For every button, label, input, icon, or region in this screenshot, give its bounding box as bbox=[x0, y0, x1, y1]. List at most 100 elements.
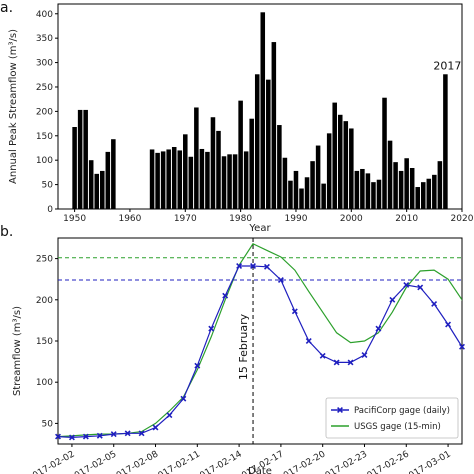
x-tick-label-2017-02-05: 2017-02-05 bbox=[68, 449, 118, 474]
panel-a-y-ticks: 0 50 100 150 200 250 300 350 400 bbox=[36, 10, 58, 215]
x-tick-label-2017-02-26: 2017-02-26 bbox=[361, 449, 412, 474]
y-tick-label-100: 100 bbox=[36, 156, 53, 166]
y-tick-label-50: 50 bbox=[42, 181, 54, 191]
panel-a-ylabel: Annual Peak Streamflow (m³/s) bbox=[8, 29, 19, 184]
marker-stroke-b bbox=[431, 300, 438, 307]
panel-b-y-ticks: 50 100 150 200 250 bbox=[36, 255, 58, 429]
bar-1951 bbox=[77, 109, 83, 209]
panel-a-x-ticks: 1950 1960 1970 1980 1990 2000 2010 2020 bbox=[63, 209, 474, 224]
marker-stroke-b bbox=[180, 395, 187, 402]
series-0-point-11 bbox=[208, 325, 215, 332]
panel-b-ylabel: Streamflow (m³/s) bbox=[12, 306, 23, 396]
bar-1965 bbox=[155, 152, 160, 209]
marker-stroke-b bbox=[263, 263, 270, 270]
legend-entry-0: PacifiCorp gage (daily) bbox=[331, 406, 450, 416]
marker-stroke-b bbox=[459, 343, 465, 350]
bar-2008 bbox=[393, 162, 398, 209]
marker-stroke-b bbox=[347, 359, 354, 366]
marker-stroke-b bbox=[291, 308, 298, 315]
y-tick-label-200: 200 bbox=[36, 107, 53, 117]
x-tick-label-1960: 1960 bbox=[118, 214, 141, 224]
marker-stroke-b bbox=[277, 277, 284, 283]
bar-1977 bbox=[221, 156, 227, 209]
series-0-point-13 bbox=[236, 263, 243, 269]
y-tick-label-250: 250 bbox=[36, 83, 53, 93]
series-0-point-18 bbox=[305, 338, 312, 344]
series-0-point-9 bbox=[180, 395, 187, 402]
bar-2002 bbox=[360, 168, 365, 209]
bar-1989 bbox=[288, 180, 293, 209]
series-0-point-8 bbox=[166, 412, 173, 419]
bar-2004 bbox=[371, 182, 376, 209]
marker-stroke-b bbox=[305, 338, 312, 344]
bar-1986 bbox=[271, 42, 277, 210]
marker-stroke-b bbox=[82, 433, 89, 440]
series-0-point-17 bbox=[291, 308, 298, 315]
x-tick-label-2000: 2000 bbox=[340, 214, 363, 224]
y-tick-label-350: 350 bbox=[36, 34, 53, 44]
bar-1969 bbox=[177, 150, 183, 209]
marker-stroke-b bbox=[236, 263, 243, 269]
bar-2011 bbox=[409, 168, 415, 209]
series-0-point-2 bbox=[82, 433, 89, 440]
marker-stroke-b bbox=[138, 430, 145, 437]
series-0-point-29 bbox=[459, 343, 465, 350]
marker-stroke-b bbox=[375, 325, 382, 332]
bar-2007 bbox=[387, 140, 393, 209]
legend-marker-b bbox=[337, 407, 343, 413]
x-tick-label-2017-02-02: 2017-02-02 bbox=[26, 449, 76, 474]
legend-label-0: PacifiCorp gage (daily) bbox=[354, 406, 450, 416]
marker-stroke-b bbox=[110, 431, 117, 438]
bar-2014 bbox=[426, 178, 432, 209]
series-0-point-23 bbox=[375, 325, 382, 332]
series-0-point-1 bbox=[68, 434, 75, 441]
x-tick-label-1970: 1970 bbox=[174, 214, 197, 224]
x-tick-label-1990: 1990 bbox=[285, 214, 308, 224]
y-tick-label-300: 300 bbox=[36, 59, 53, 69]
series-0-point-19 bbox=[319, 352, 326, 359]
bar-1970 bbox=[183, 134, 188, 209]
bar-1997 bbox=[332, 102, 337, 209]
series-0-point-4 bbox=[110, 431, 117, 438]
panel-b-xlabel: Date bbox=[248, 466, 272, 474]
panel-b-x-ticks: 2017-02-022017-02-052017-02-082017-02-11… bbox=[26, 444, 453, 474]
bar-1972 bbox=[194, 107, 199, 209]
bar-1953 bbox=[88, 160, 94, 209]
panel-a-bars bbox=[72, 12, 448, 210]
marker-stroke-b bbox=[68, 434, 75, 441]
bar-1995 bbox=[321, 183, 326, 209]
bar-1974 bbox=[205, 151, 210, 209]
panel-b-label: b. bbox=[0, 224, 13, 240]
bar-1998 bbox=[337, 114, 343, 209]
bar-2001 bbox=[354, 170, 360, 209]
bar-1992 bbox=[304, 177, 310, 209]
y-tick-label-400: 400 bbox=[36, 10, 53, 20]
bar-2015 bbox=[432, 174, 437, 209]
x-tick-label-2017-02-14: 2017-02-14 bbox=[193, 449, 244, 474]
bar-1978 bbox=[227, 154, 232, 209]
bar-1983 bbox=[254, 74, 260, 210]
marker-stroke-b bbox=[222, 292, 229, 299]
series-0-point-14 bbox=[250, 263, 257, 269]
series-0-point-24 bbox=[389, 296, 396, 303]
series-0-point-6 bbox=[138, 430, 145, 437]
bar-1980 bbox=[238, 100, 243, 209]
bar-1999 bbox=[343, 121, 349, 209]
bar-1956 bbox=[105, 151, 111, 209]
x-tick-label-2017-03-01: 2017-03-01 bbox=[402, 449, 452, 474]
bar-2009 bbox=[398, 170, 404, 209]
marker-stroke-b bbox=[124, 430, 131, 437]
bar-1971 bbox=[188, 156, 194, 209]
x-tick-label-2020: 2020 bbox=[451, 214, 474, 224]
bar-1981 bbox=[243, 151, 249, 209]
bar-1952 bbox=[83, 109, 88, 209]
panel-a-frame bbox=[57, 3, 463, 210]
bar-1966 bbox=[160, 151, 166, 209]
y-tick-label-100: 100 bbox=[36, 378, 53, 388]
bar-1991 bbox=[299, 188, 304, 209]
x-tick-label-2010: 2010 bbox=[395, 214, 418, 224]
panel-b-hlines bbox=[58, 257, 462, 281]
bar-1955 bbox=[100, 170, 105, 209]
marker-stroke-b bbox=[152, 424, 159, 431]
marker-stroke-b bbox=[166, 412, 173, 419]
